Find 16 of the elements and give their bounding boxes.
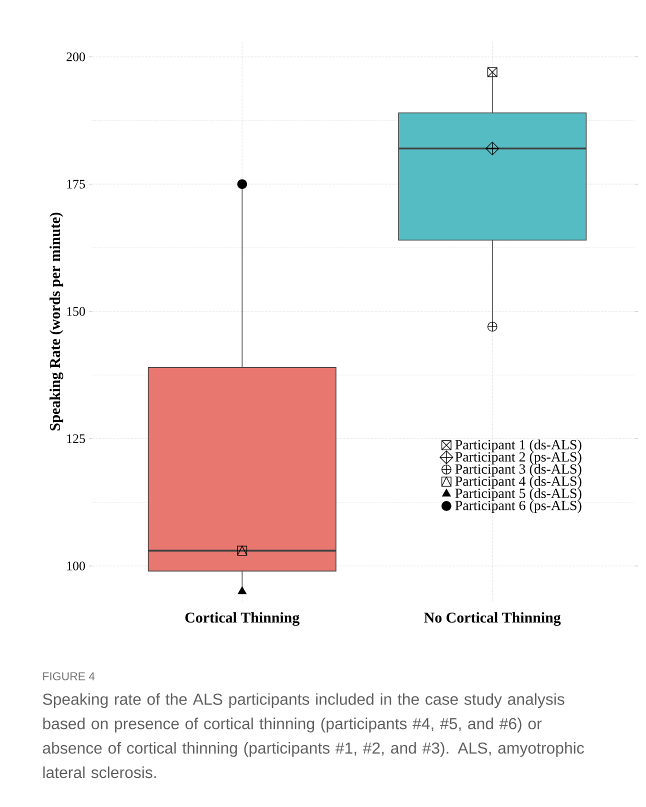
legend-label: Participant 3 (ds-ALS) xyxy=(455,464,582,477)
caption: FIGURE 4 xyxy=(43,672,95,680)
x-tick-label: Cortical Thinning xyxy=(185,612,300,626)
y-axis-title: Speaking Rate (words per minute) xyxy=(50,212,64,430)
y-tick-label: 175 xyxy=(67,180,85,188)
legend-label: Participant 5 (ds-ALS) xyxy=(455,488,582,501)
x-tick-label: No Cortical Thinning xyxy=(424,612,561,626)
y-tick-label: 100 xyxy=(67,562,85,570)
legend-label: Participant 6 (ps-ALS) xyxy=(455,500,582,514)
legend-label: Participant 4 (ds-ALS) xyxy=(455,476,582,489)
legend-label: Participant 2 (ps-ALS) xyxy=(455,452,582,464)
y-tick-label: 200 xyxy=(66,52,85,62)
text: Speaking rate of the ALS participants included in the case study analysis based on presence of cortical thinning (participants #4, #5, and #6) or absence of cortical thinning (participants #1, #2, and #3). ALS, amyotrophic lateral sclerosis. xyxy=(42,693,584,778)
y-tick-label: 125 xyxy=(67,434,85,444)
legend-label: Participant 1 (ds-ALS) xyxy=(455,440,582,452)
y-tick-label: 150 xyxy=(67,307,85,316)
